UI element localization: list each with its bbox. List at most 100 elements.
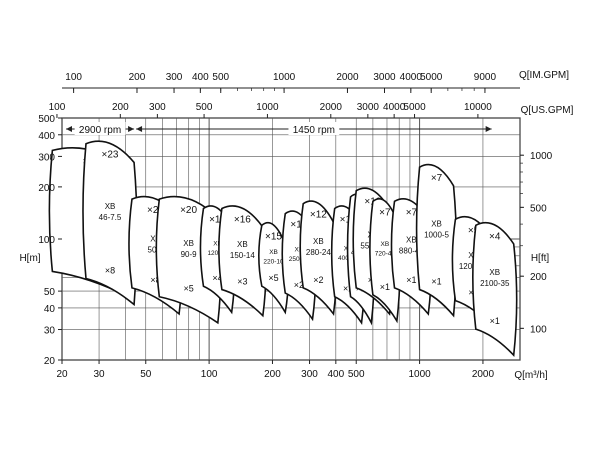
q-im-gpm-tick-label: 400 <box>192 72 209 83</box>
q-m3h-tick-label: 400 <box>327 369 344 380</box>
pump-min-stages: ×4 <box>212 273 222 283</box>
h-m-tick-label: 20 <box>44 356 56 367</box>
pump-max-stages: ×23 <box>102 150 119 161</box>
q-us-gpm-tick-label: 1000 <box>256 102 279 113</box>
q-im-gpm-tick-label: 9000 <box>474 72 497 83</box>
q-im-gpm-tick-label: 2000 <box>336 72 359 83</box>
pump-max-stages: ×15 <box>265 231 282 242</box>
pump-model-prefix: XB <box>313 237 324 246</box>
h-m-tick-label: 30 <box>44 326 56 337</box>
h-m-tick-label: 200 <box>38 183 55 194</box>
q-us-gpm-tick-label: 5000 <box>403 102 426 113</box>
pump-model-prefix: XB <box>183 239 194 248</box>
speed-2900-arrow-right <box>128 126 135 132</box>
speed-2900-arrow-left <box>66 126 72 132</box>
q-us-gpm-tick-label: 4000 <box>383 102 406 113</box>
q-us-gpm-tick-label: 100 <box>49 102 66 113</box>
pump-model-name: 150-14 <box>230 251 255 260</box>
pump-curve-16 <box>472 221 518 358</box>
speed-1450-label: 1450 rpm <box>293 125 335 136</box>
q-im-gpm-tick-label: 300 <box>166 72 183 83</box>
pump-min-stages: ×1 <box>406 275 416 285</box>
pump-model-prefix: XB <box>406 236 417 245</box>
h-m-tick-label: 400 <box>38 131 55 142</box>
h-m-tick-label: 300 <box>38 152 55 163</box>
pump-min-stages: ×5 <box>183 284 193 294</box>
h-m-tick-label: 50 <box>44 287 56 298</box>
h-m-tick-label: 40 <box>44 304 56 315</box>
speed-2900-label-bg <box>74 122 126 135</box>
pump-model-name: 120-12 <box>207 250 228 257</box>
q-m3h-tick-label: 50 <box>140 369 152 380</box>
pump-curves: XB30-7×34×6XB46-7.5×23×8XB50-7×20×8XB90-… <box>48 140 518 358</box>
q-im-gpm-tick-label: 200 <box>129 72 146 83</box>
pump-curve-14 <box>415 163 458 318</box>
pump-model-prefix: XB <box>431 219 442 228</box>
q-us-gpm-tick-label: 10000 <box>464 102 492 113</box>
pump-min-stages: ×1 <box>490 316 500 326</box>
q-m3h-tick-label: 100 <box>201 369 218 380</box>
h-ft-tick-label: 500 <box>530 203 547 214</box>
speed-1450-label-bg <box>288 122 340 135</box>
q-m3h-tick-label: 1000 <box>408 369 431 380</box>
pump-model-prefix: XB <box>269 249 278 256</box>
pump-max-stages: ×16 <box>234 215 251 226</box>
pump-min-stages: ×1 <box>431 277 441 287</box>
h-ft-tick-label: 100 <box>530 324 547 335</box>
h-m-tick-label: 500 <box>38 114 55 125</box>
q-im-gpm-tick-label: 100 <box>65 72 82 83</box>
q-us-gpm-tick-label: 200 <box>112 102 129 113</box>
q-im-gpm-axis-label: Q[IM.GPM] <box>519 70 569 81</box>
pump-max-stages: ×20 <box>180 205 197 216</box>
q-us-gpm-tick-label: 300 <box>149 102 166 113</box>
pump-min-stages: ×3 <box>237 277 247 287</box>
pump-min-stages: ×5 <box>268 273 278 283</box>
pump-model-name: 280-24 <box>306 248 331 257</box>
q-im-gpm-tick-label: 500 <box>212 72 229 83</box>
h-m-axis-label: H[m] <box>19 253 40 264</box>
pump-model-prefix: XB <box>150 234 161 243</box>
pump-max-stages: ×20 <box>147 205 164 216</box>
pump-max-stages: ×4 <box>489 231 501 242</box>
pump-min-stages: ×2 <box>294 280 304 290</box>
q-im-gpm-tick-label: 4000 <box>400 72 423 83</box>
pump-max-stages: ×12 <box>290 220 307 231</box>
pump-min-stages: ×2 <box>343 284 353 294</box>
q-m3h-tick-label: 30 <box>93 369 105 380</box>
q-m3h-tick-label: 2000 <box>472 369 495 380</box>
q-us-gpm-tick-label: 2000 <box>320 102 343 113</box>
pump-curve-5 <box>218 205 267 318</box>
h-ft-axis-label: H[ft] <box>531 253 550 264</box>
q-im-gpm-tick-label: 3000 <box>373 72 396 83</box>
q-us-gpm-tick-label: 500 <box>196 102 213 113</box>
speed-2900-label: 2900 rpm <box>79 125 121 136</box>
pump-model-name: 2100-35 <box>480 279 510 288</box>
pump-curve-1 <box>82 140 138 307</box>
h-ft-tick-label: 1000 <box>530 151 553 162</box>
pump-min-stages: ×1 <box>380 282 390 292</box>
speed-1450-arrow-left <box>136 126 143 132</box>
pump-max-stages: ×7 <box>379 207 391 218</box>
pump-max-stages: ×7 <box>431 173 443 184</box>
pump-model-prefix: XB <box>213 240 222 247</box>
pump-model-name: 90-9 <box>181 250 198 259</box>
pump-model-name: 250-22 <box>289 256 310 263</box>
pump-max-stages: ×5 <box>468 225 480 236</box>
pump-model-name: 46-7.5 <box>99 213 122 222</box>
pump-model-prefix: XB <box>295 246 304 253</box>
pump-curve-8 <box>299 200 338 316</box>
pump-model-prefix: XB <box>381 241 390 248</box>
pump-min-stages: ×2 <box>313 275 323 285</box>
pump-curve-6 <box>258 221 290 315</box>
q-m3h-tick-label: 200 <box>264 369 281 380</box>
q-m3h-tick-label: 300 <box>301 369 318 380</box>
pump-model-name: 880-43 <box>399 247 424 256</box>
pump-max-stages: ×12 <box>310 210 327 221</box>
pump-model-prefix: XB <box>489 268 500 277</box>
q-us-gpm-tick-label: 3000 <box>357 102 380 113</box>
pump-model-prefix: XB <box>237 240 248 249</box>
q-im-gpm-tick-label: 5000 <box>420 72 443 83</box>
pump-model-name: 1000-5 <box>424 230 449 239</box>
pump-min-stages: ×8 <box>105 265 115 275</box>
